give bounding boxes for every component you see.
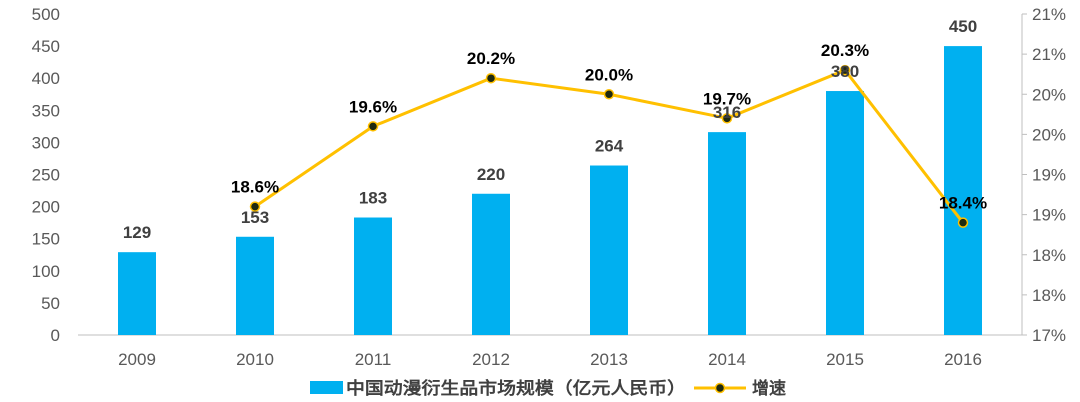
bar xyxy=(590,165,628,335)
line-data-label: 18.6% xyxy=(231,178,279,197)
bar xyxy=(944,46,982,335)
bar xyxy=(472,193,510,335)
bar xyxy=(236,236,274,335)
line-point xyxy=(839,64,851,76)
left-axis-tick-label: 300 xyxy=(32,133,60,152)
legend-bar-label: 中国动漫衍生品市场规模（亿元人民币） xyxy=(346,378,686,399)
bar-data-label: 183 xyxy=(359,189,387,208)
line-data-label: 20.3% xyxy=(821,41,869,60)
bar xyxy=(118,252,156,335)
right-axis-tick-label: 17% xyxy=(1032,326,1066,345)
right-axis-tick-label: 19% xyxy=(1032,206,1066,225)
line-point xyxy=(603,89,615,100)
legend-line-marker xyxy=(714,382,726,394)
left-axis-tick-label: 150 xyxy=(32,230,60,249)
bars-layer xyxy=(118,46,982,335)
legend-line-label: 增速 xyxy=(752,378,786,399)
left-axis-tick-label: 250 xyxy=(32,166,60,185)
x-axis-tick-label: 2010 xyxy=(236,350,274,369)
legend-bar-swatch xyxy=(310,381,343,394)
line-data-label: 20.2% xyxy=(467,49,515,68)
line-point xyxy=(485,72,497,84)
line-point xyxy=(249,201,261,212)
x-axis-tick-label: 2012 xyxy=(472,350,510,369)
line-data-label: 19.6% xyxy=(349,97,397,116)
line-point xyxy=(957,217,969,228)
data-labels-layer: 129 153 183 220 264 316 380 450 18.6% 19.6% 20.2% 2… xyxy=(123,17,987,242)
right-axis-tick-label: 21% xyxy=(1032,5,1066,24)
bar-data-label: 153 xyxy=(241,208,269,227)
axes-layer: 0 50 100 150 200 250 300 350 400 450 500 17% 18% 18% 1… xyxy=(32,5,1066,369)
right-axis-tick-label: 19% xyxy=(1032,166,1066,185)
bar-data-label: 316 xyxy=(713,103,741,122)
x-axis-tick-label: 2014 xyxy=(708,350,746,369)
bar-data-label: 129 xyxy=(123,223,151,242)
left-axis-tick-label: 450 xyxy=(32,37,60,56)
line-layer xyxy=(249,64,969,228)
legend: 中国动漫衍生品市场规模（亿元人民币） 增速 xyxy=(310,378,786,399)
left-axis-tick-label: 500 xyxy=(32,5,60,24)
bar-data-label: 264 xyxy=(595,137,624,156)
line-data-label: 19.7% xyxy=(703,89,751,108)
line-point xyxy=(721,113,733,124)
right-axis-tick-label: 21% xyxy=(1032,45,1066,64)
x-axis-tick-label: 2011 xyxy=(355,350,392,369)
left-axis-tick-label: 50 xyxy=(41,294,60,313)
bar-data-label: 220 xyxy=(477,165,505,184)
x-axis-tick-label: 2009 xyxy=(118,350,156,369)
x-axis-tick-label: 2016 xyxy=(944,350,982,369)
bar xyxy=(826,91,864,335)
left-axis-tick-label: 350 xyxy=(32,101,60,120)
right-axis-tick-label: 18% xyxy=(1032,286,1066,305)
bar xyxy=(354,217,392,335)
x-axis-tick-label: 2015 xyxy=(826,350,864,369)
bar-data-label: 380 xyxy=(831,62,859,81)
line-data-label: 20.0% xyxy=(585,65,633,84)
bar-data-label: 450 xyxy=(949,17,977,36)
left-axis-tick-label: 100 xyxy=(32,262,60,281)
line-point xyxy=(367,121,379,132)
left-axis-tick-label: 200 xyxy=(32,198,60,217)
right-axis-tick-label: 20% xyxy=(1032,125,1066,144)
left-axis-tick-label: 0 xyxy=(51,326,60,345)
right-axis-tick-label: 18% xyxy=(1032,246,1066,265)
x-axis-tick-label: 2013 xyxy=(590,350,628,369)
left-axis-tick-label: 400 xyxy=(32,69,60,88)
bar xyxy=(708,132,746,335)
line-data-label: 18.4% xyxy=(939,194,987,213)
right-axis-tick-label: 20% xyxy=(1032,85,1066,104)
